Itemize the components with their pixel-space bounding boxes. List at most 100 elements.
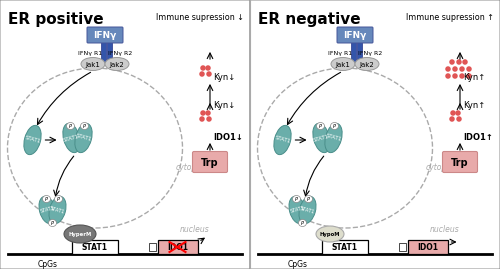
Text: IFNγ R1: IFNγ R1 bbox=[78, 51, 102, 56]
Ellipse shape bbox=[446, 73, 451, 79]
FancyBboxPatch shape bbox=[351, 42, 356, 62]
Text: STAT1: STAT1 bbox=[50, 206, 66, 214]
Text: IFNγ R1: IFNγ R1 bbox=[328, 51, 352, 56]
Ellipse shape bbox=[316, 226, 344, 242]
Text: STAT1: STAT1 bbox=[290, 206, 306, 214]
Text: STAT1: STAT1 bbox=[325, 133, 342, 143]
Ellipse shape bbox=[316, 122, 324, 129]
Text: IFNγ: IFNγ bbox=[94, 30, 116, 40]
Text: P: P bbox=[45, 197, 48, 202]
Text: P: P bbox=[51, 221, 54, 226]
Text: nucleus: nucleus bbox=[430, 225, 460, 235]
Text: IDO1: IDO1 bbox=[167, 242, 188, 252]
Ellipse shape bbox=[313, 123, 330, 153]
Text: Kyn↓: Kyn↓ bbox=[213, 73, 236, 82]
Ellipse shape bbox=[446, 66, 451, 72]
FancyBboxPatch shape bbox=[408, 240, 448, 254]
FancyBboxPatch shape bbox=[72, 240, 118, 254]
Ellipse shape bbox=[24, 125, 41, 155]
Text: HypoM: HypoM bbox=[320, 232, 340, 237]
Ellipse shape bbox=[355, 58, 379, 70]
FancyBboxPatch shape bbox=[398, 243, 406, 251]
Text: Kyn↑: Kyn↑ bbox=[463, 73, 485, 82]
Text: STAT1: STAT1 bbox=[24, 136, 41, 144]
Ellipse shape bbox=[80, 122, 88, 129]
Ellipse shape bbox=[449, 59, 455, 65]
FancyBboxPatch shape bbox=[0, 0, 250, 269]
Ellipse shape bbox=[105, 58, 129, 70]
Text: HyperM: HyperM bbox=[68, 232, 92, 237]
Text: ER positive: ER positive bbox=[8, 12, 104, 27]
Text: P: P bbox=[69, 124, 72, 129]
Text: STAT1: STAT1 bbox=[82, 242, 108, 252]
FancyBboxPatch shape bbox=[107, 42, 112, 62]
Text: Kyn↑: Kyn↑ bbox=[463, 101, 485, 109]
Text: ER negative: ER negative bbox=[258, 12, 360, 27]
Ellipse shape bbox=[81, 58, 105, 70]
Ellipse shape bbox=[450, 110, 456, 116]
FancyBboxPatch shape bbox=[357, 42, 362, 62]
Text: STAT1: STAT1 bbox=[40, 206, 56, 214]
Text: Jak1: Jak1 bbox=[336, 62, 350, 68]
Ellipse shape bbox=[325, 123, 342, 153]
Ellipse shape bbox=[39, 196, 56, 224]
Ellipse shape bbox=[331, 58, 355, 70]
Ellipse shape bbox=[75, 123, 92, 153]
Text: cytoplasm: cytoplasm bbox=[426, 164, 465, 172]
Ellipse shape bbox=[456, 116, 462, 122]
Text: IFNγ R2: IFNγ R2 bbox=[108, 51, 132, 56]
Ellipse shape bbox=[66, 122, 74, 129]
Text: STAT1: STAT1 bbox=[63, 133, 80, 143]
Text: IFNγ: IFNγ bbox=[344, 30, 366, 40]
Ellipse shape bbox=[455, 110, 461, 116]
Ellipse shape bbox=[299, 196, 316, 224]
Text: STAT1: STAT1 bbox=[332, 242, 358, 252]
Ellipse shape bbox=[49, 196, 66, 224]
Text: STAT1: STAT1 bbox=[313, 133, 330, 143]
Ellipse shape bbox=[206, 116, 212, 122]
Ellipse shape bbox=[48, 220, 56, 226]
Ellipse shape bbox=[206, 110, 211, 116]
Text: Jak2: Jak2 bbox=[110, 62, 124, 68]
Ellipse shape bbox=[298, 220, 306, 226]
Text: P: P bbox=[301, 221, 304, 226]
Text: P: P bbox=[307, 197, 310, 202]
Text: IDO1: IDO1 bbox=[417, 242, 438, 252]
Text: IDO1↑: IDO1↑ bbox=[463, 133, 493, 141]
Ellipse shape bbox=[206, 65, 211, 71]
Ellipse shape bbox=[199, 116, 205, 122]
Text: cytoplasm: cytoplasm bbox=[176, 164, 214, 172]
Text: P: P bbox=[319, 124, 322, 129]
Ellipse shape bbox=[200, 65, 206, 71]
FancyBboxPatch shape bbox=[250, 0, 500, 269]
Text: Trp: Trp bbox=[201, 158, 219, 168]
Ellipse shape bbox=[200, 110, 206, 116]
FancyBboxPatch shape bbox=[101, 42, 106, 62]
Ellipse shape bbox=[274, 125, 291, 155]
Text: IDO1↓: IDO1↓ bbox=[213, 133, 243, 141]
Ellipse shape bbox=[54, 196, 62, 203]
Text: Immune supression ↑: Immune supression ↑ bbox=[406, 13, 494, 23]
Text: STAT1: STAT1 bbox=[75, 133, 92, 143]
Text: Trp: Trp bbox=[451, 158, 469, 168]
Ellipse shape bbox=[459, 66, 465, 72]
Text: CpGs: CpGs bbox=[38, 260, 58, 269]
Text: Jak2: Jak2 bbox=[360, 62, 374, 68]
Text: P: P bbox=[57, 197, 60, 202]
FancyBboxPatch shape bbox=[337, 27, 373, 43]
Ellipse shape bbox=[42, 196, 50, 203]
FancyBboxPatch shape bbox=[158, 240, 198, 254]
Ellipse shape bbox=[462, 59, 468, 65]
Ellipse shape bbox=[452, 66, 458, 72]
Ellipse shape bbox=[292, 196, 300, 203]
Text: nucleus: nucleus bbox=[180, 225, 210, 235]
FancyBboxPatch shape bbox=[442, 151, 478, 172]
Text: Jak1: Jak1 bbox=[86, 62, 100, 68]
Ellipse shape bbox=[456, 59, 462, 65]
FancyBboxPatch shape bbox=[192, 151, 228, 172]
Text: CpGs: CpGs bbox=[288, 260, 308, 269]
Text: IFNγ R2: IFNγ R2 bbox=[358, 51, 382, 56]
Ellipse shape bbox=[206, 71, 212, 77]
Ellipse shape bbox=[330, 122, 338, 129]
Text: Immune supression ↓: Immune supression ↓ bbox=[156, 13, 244, 23]
